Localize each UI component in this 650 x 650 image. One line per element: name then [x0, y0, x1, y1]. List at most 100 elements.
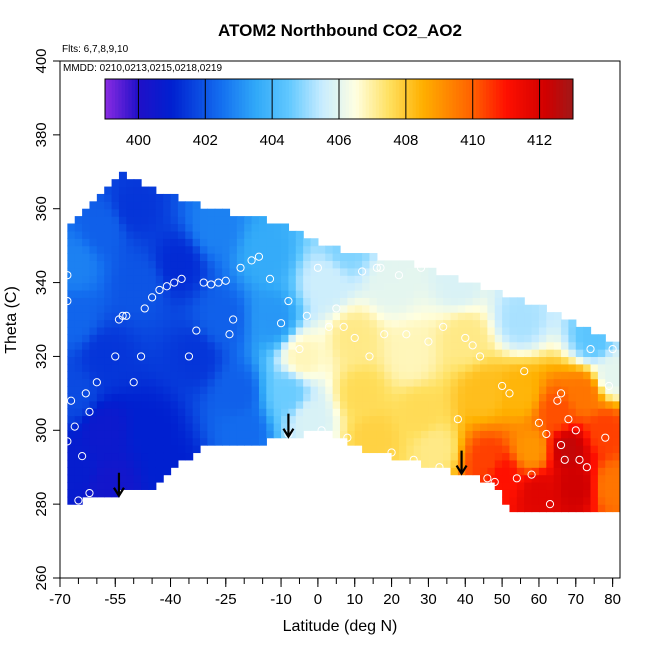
heatmap-cell [502, 481, 511, 490]
heatmap-cell [310, 312, 319, 321]
heatmap-cell [317, 334, 326, 343]
heatmap-cell [258, 385, 267, 394]
heatmap-cell [310, 282, 319, 291]
heatmap-cell [457, 422, 466, 431]
heatmap-cell [273, 297, 282, 306]
heatmap-cell [435, 326, 444, 335]
heatmap-cell [406, 408, 415, 417]
colorbar-segment [429, 79, 434, 119]
heatmap-cell [317, 282, 326, 291]
heatmap-cell [111, 467, 120, 476]
heatmap-cell [111, 193, 120, 202]
heatmap-cell [376, 363, 385, 372]
heatmap-cell [82, 467, 91, 476]
heatmap-cell [487, 304, 496, 313]
heatmap-cell [104, 459, 113, 468]
heatmap-cell [303, 312, 312, 321]
heatmap-cell [575, 422, 584, 431]
colorbar-segment [506, 79, 510, 119]
heatmap-cell [170, 304, 179, 313]
heatmap-cell [207, 371, 216, 380]
heatmap-cell [251, 260, 260, 269]
heatmap-cell [295, 282, 304, 291]
heatmap-cell [236, 304, 245, 313]
heatmap-cell [568, 349, 577, 358]
heatmap-cell [133, 275, 142, 284]
colorbar-segment [105, 79, 109, 119]
observation-point [416, 263, 426, 272]
heatmap-cell [568, 371, 577, 380]
heatmap-cell [597, 371, 606, 380]
heatmap-cell [605, 504, 614, 513]
heatmap-cell [67, 326, 76, 335]
heatmap-cell [369, 267, 378, 276]
heatmap-cell [200, 393, 208, 402]
colorbar-segment [155, 79, 159, 119]
heatmap-cell [155, 474, 164, 483]
heatmap-cell [561, 481, 570, 490]
heatmap-cell [148, 363, 157, 372]
heatmap-cell [126, 297, 135, 306]
heatmap-cell [340, 349, 348, 358]
heatmap-cell [155, 326, 164, 335]
heatmap-cell [406, 297, 415, 306]
heatmap-cell [583, 504, 592, 513]
heatmap-cell [192, 349, 201, 358]
heatmap-cell [509, 326, 518, 335]
heatmap-cell [67, 223, 76, 232]
heatmap-cell [82, 481, 91, 490]
heatmap-cell [340, 378, 348, 387]
heatmap-cell [413, 408, 422, 417]
heatmap-cell [155, 459, 164, 468]
heatmap-cell [516, 445, 525, 454]
heatmap-cell [288, 385, 297, 394]
heatmap-cell [170, 393, 179, 402]
heatmap-cell [126, 467, 135, 476]
heatmap-cell [214, 238, 223, 247]
heatmap-cell [82, 230, 91, 239]
heatmap-cell [362, 275, 371, 284]
colorbar-segment [542, 79, 547, 119]
heatmap-cell [457, 349, 466, 358]
heatmap-cell [421, 297, 430, 306]
colorbar-segment [175, 79, 180, 119]
heatmap-cell [214, 208, 223, 217]
heatmap-cell [74, 341, 83, 350]
colorbar-segment [255, 79, 260, 119]
heatmap-cell [428, 400, 437, 409]
heatmap-cell [516, 385, 525, 394]
heatmap-cell [177, 334, 186, 343]
heatmap-cell [376, 371, 385, 380]
heatmap-cell [487, 341, 496, 350]
heatmap-cell [163, 312, 172, 321]
heatmap-cell [509, 385, 518, 394]
colorbar-segment [519, 79, 524, 119]
colorbar-segment [292, 79, 297, 119]
heatmap-cell [111, 408, 120, 417]
colorbar-segment [402, 79, 407, 119]
colorbar-segment [569, 79, 574, 119]
heatmap-cell [288, 245, 297, 254]
heatmap-cell [421, 459, 430, 468]
heatmap-cell [605, 400, 614, 409]
heatmap-cell [104, 267, 113, 276]
heatmap-cell [236, 230, 245, 239]
observation-point [276, 319, 286, 328]
heatmap-cell [148, 415, 157, 424]
heatmap-cell [362, 422, 371, 431]
heatmap-cell [74, 304, 83, 313]
heatmap-cell [141, 216, 150, 225]
observation-point [564, 415, 573, 424]
heatmap-cell [391, 275, 400, 284]
heatmap-cell [502, 489, 511, 498]
heatmap-cell [111, 267, 120, 276]
heatmap-cell [369, 326, 378, 335]
heatmap-cell [457, 437, 466, 446]
heatmap-cell [538, 385, 547, 394]
heatmap-cell [111, 422, 120, 431]
heatmap-cell [480, 349, 488, 358]
heatmap-cell [244, 363, 253, 372]
heatmap-cell [155, 297, 164, 306]
heatmap-cell [561, 356, 570, 365]
heatmap-cell [155, 334, 164, 343]
